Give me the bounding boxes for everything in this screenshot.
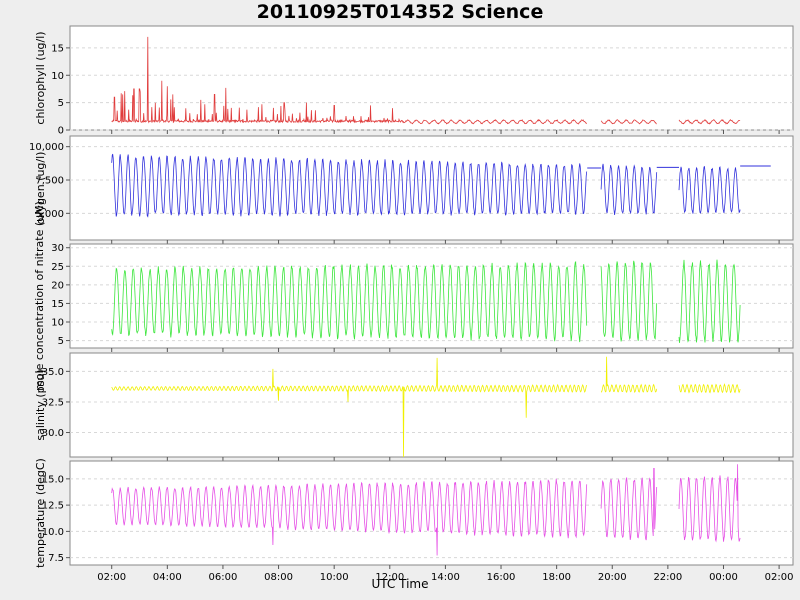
- x-axis-label: UTC Time: [371, 577, 429, 591]
- x-tick-label: 00:00: [709, 572, 738, 583]
- y-tick-label: 10: [51, 71, 64, 82]
- y-tick-label: 5: [58, 336, 64, 347]
- x-tick-label: 08:00: [264, 572, 293, 583]
- x-tick-label: 20:00: [598, 572, 627, 583]
- x-tick-label: 18:00: [542, 572, 571, 583]
- series-line-temperature: [111, 464, 741, 556]
- y-tick-label: 10.0: [42, 527, 64, 538]
- y-tick-label: 7,500: [35, 176, 64, 187]
- y-tick-label: 10: [51, 318, 64, 329]
- y-tick-label: 15: [51, 43, 64, 54]
- x-tick-label: 12:00: [375, 572, 404, 583]
- y-axis-label-oxygen: oxygen (ug/l): [34, 152, 47, 225]
- y-tick-label: 15.0: [42, 474, 64, 485]
- chart-title: 20110925T014352 Science: [256, 1, 544, 23]
- plot-panel-salinity: [69, 352, 794, 458]
- x-tick-label: 04:00: [153, 572, 182, 583]
- plot-panel-chlorophyll: [69, 25, 794, 131]
- y-tick-label: 20: [51, 280, 64, 291]
- plot-panel-temperature: [69, 460, 794, 566]
- y-tick-label: 7.5: [48, 553, 64, 564]
- x-tick-label: 02:00: [765, 572, 794, 583]
- y-tick-label: 35.0: [42, 367, 64, 378]
- series-line-nitrate: [111, 259, 741, 343]
- series-line-chlorophyll: [111, 36, 741, 125]
- x-tick-label: 14:00: [431, 572, 460, 583]
- y-axis-label-salinity: salinity (psu): [34, 369, 47, 440]
- y-tick-label: 5: [58, 98, 64, 109]
- x-tick-label: 06:00: [209, 572, 238, 583]
- y-axis-label-nitrate: mole concentration of nitrate (uM): [33, 201, 46, 391]
- x-tick-label: 16:00: [487, 572, 516, 583]
- series-line-oxygen: [111, 153, 741, 218]
- y-axis-label-chlorophyll: chlorophyll (ug/l): [34, 31, 47, 124]
- y-tick-label: 12.5: [42, 501, 64, 512]
- y-tick-label: 10,000: [29, 142, 64, 153]
- y-tick-label: 32.5: [42, 397, 64, 408]
- series-line-salinity: [111, 356, 741, 458]
- y-tick-label: 15: [51, 299, 64, 310]
- y-tick-label: 30.0: [42, 428, 64, 439]
- y-tick-label: 30: [51, 243, 64, 254]
- plot-panel-oxygen: [69, 135, 794, 241]
- y-tick-label: 0: [58, 126, 64, 137]
- x-tick-label: 10:00: [320, 572, 349, 583]
- y-tick-label: 5,000: [35, 209, 64, 220]
- y-axis-label-temperature: temperature (degC): [34, 458, 47, 568]
- x-tick-label: 22:00: [653, 572, 682, 583]
- x-tick-label: 02:00: [97, 572, 126, 583]
- y-tick-label: 25: [51, 262, 64, 273]
